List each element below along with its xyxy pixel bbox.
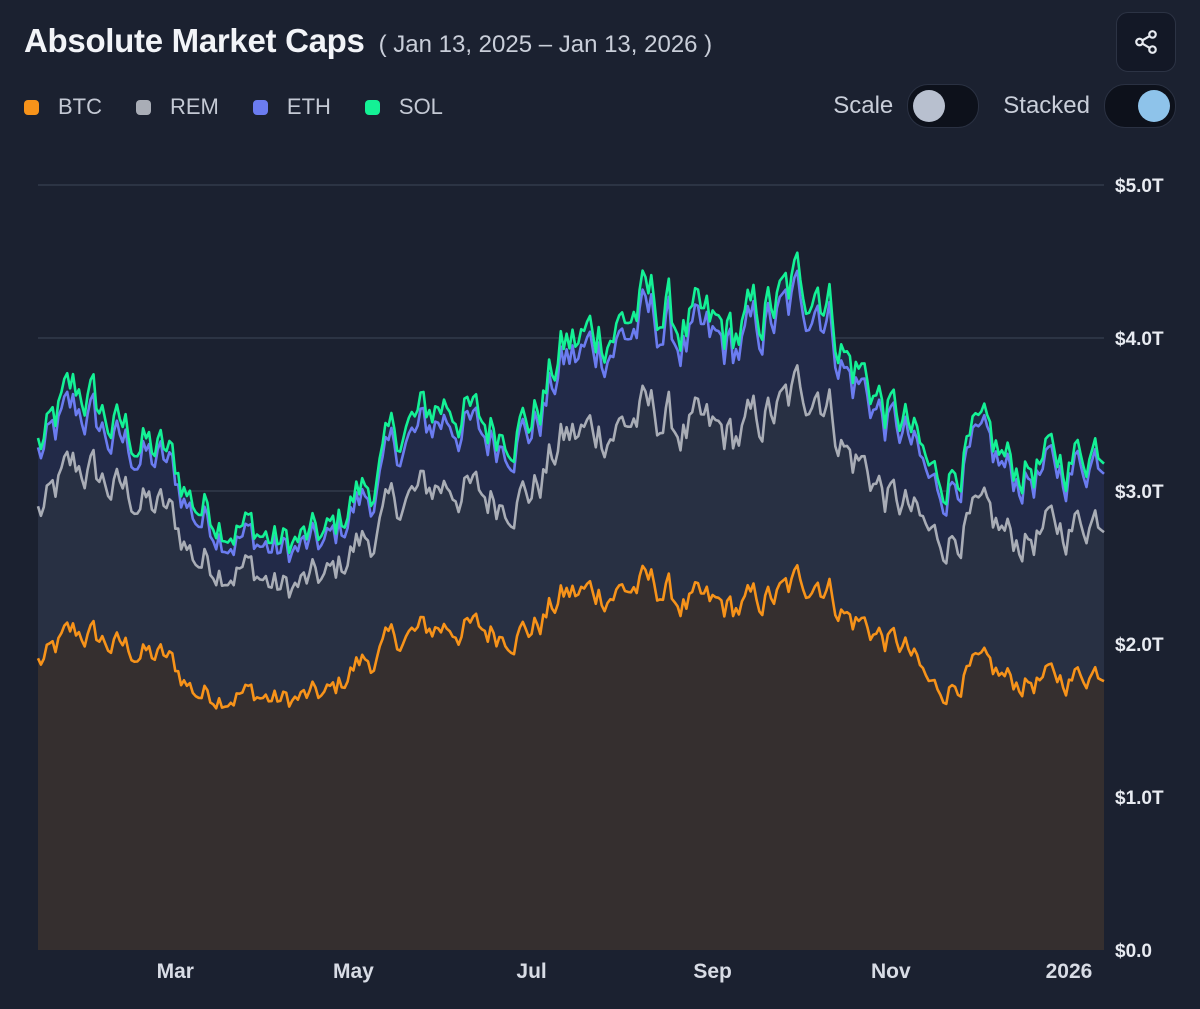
legend-item-btc[interactable]: BTC [24,94,102,120]
scale-toggle-group: Scale [833,84,980,128]
x-tick-label: Sep [693,960,732,983]
x-tick-label: Mar [157,960,194,983]
y-tick-label: $2.0T [1115,635,1164,656]
y-tick-label: $1.0T [1115,788,1164,809]
legend-swatch-rem [136,99,151,115]
series-lines [36,251,1105,710]
stacked-toggle-label: Stacked [1003,92,1090,119]
line-btc[interactable] [36,564,1105,710]
line-sol[interactable] [36,251,1105,555]
legend-swatch-sol [364,99,380,115]
x-tick-label: May [333,960,374,983]
series-areas [38,252,1104,950]
legend-label-eth: ETH [286,94,331,119]
y-tick-label: $5.0T [1115,176,1164,197]
share-button[interactable] [1116,12,1176,72]
legend-item-eth[interactable]: ETH [252,94,331,120]
y-axis: $0.0 $1.0T $2.0T $3.0T $4.0T $5.0T [1115,176,1164,962]
legend-item-rem[interactable]: REM [136,94,219,120]
stacked-toggle-group: Stacked [1003,84,1176,128]
y-tick-label: $3.0T [1115,482,1164,503]
x-tick-label: Nov [871,960,911,983]
scale-toggle[interactable] [907,84,980,128]
x-tick-label: 2026 [1046,960,1093,983]
y-tick-label: $4.0T [1115,329,1164,350]
chart-legend: BTC REM ETH SOL [24,94,477,120]
scale-toggle-knob [913,90,946,122]
legend-label-sol: SOL [398,94,443,119]
legend-swatch-eth [252,99,268,115]
scale-toggle-label: Scale [833,92,894,119]
date-range: ( Jan 13, 2025 – Jan 13, 2026 ) [378,31,713,58]
x-axis: Mar May Jul Sep Nov 2026 [157,960,1093,983]
x-tick-label: Jul [516,960,546,983]
legend-swatch-btc [24,99,39,115]
stacked-toggle[interactable] [1104,84,1176,128]
line-rem[interactable] [36,364,1105,599]
chart-header: Absolute Market Caps ( Jan 13, 2025 – Ja… [24,22,712,60]
chart-toggles: Scale Stacked [809,84,1176,128]
chart-title: Absolute Market Caps [24,22,365,59]
legend-label-btc: BTC [58,94,102,119]
area-btc [38,565,1104,950]
legend-label-rem: REM [170,94,219,119]
line-eth[interactable] [36,269,1105,564]
stacked-toggle-knob [1138,90,1170,122]
share-icon [1135,30,1157,54]
y-tick-label: $0.0 [1115,941,1152,962]
legend-item-sol[interactable]: SOL [364,94,443,120]
